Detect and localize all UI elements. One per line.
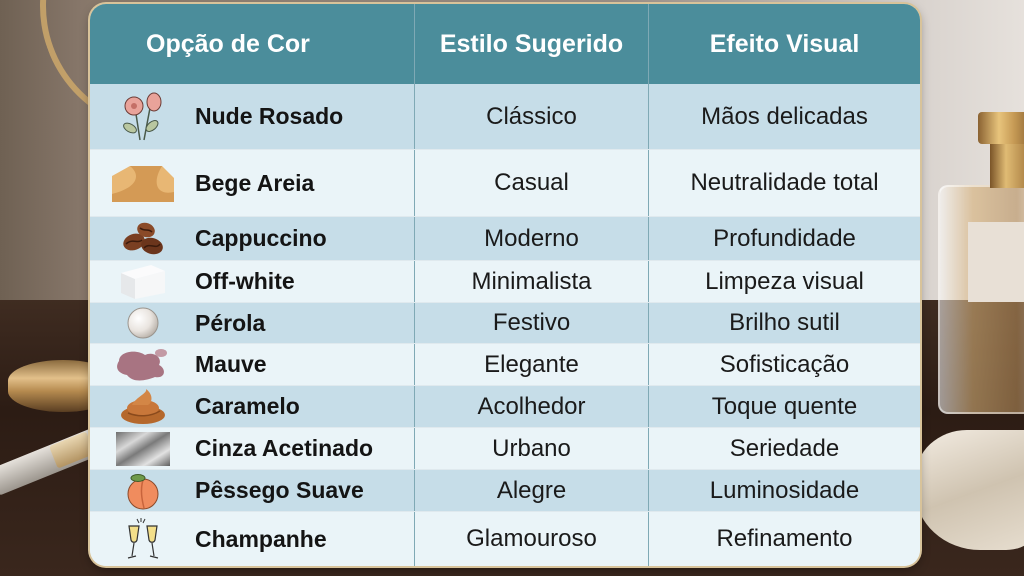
sand-dune-icon	[90, 162, 195, 204]
effect-cell: Neutralidade total	[690, 169, 879, 196]
table-header: Opção de Cor Estilo Sugerido Efeito Visu…	[90, 4, 920, 84]
effect-cell: Brilho sutil	[729, 309, 840, 336]
table-row: Champanhe Glamouroso Refinamento	[90, 512, 920, 566]
table-row: Mauve Elegante Sofisticação	[90, 344, 920, 386]
style-cell: Festivo	[415, 303, 649, 343]
mauve-paint-splash-icon	[90, 347, 195, 383]
table-body: Nude Rosado Clássico Mãos delicadas Bege…	[90, 84, 920, 566]
style-cell: Acolhedor	[415, 386, 649, 427]
color-name: Pérola	[195, 309, 266, 336]
color-option-cell: Caramelo	[90, 386, 415, 427]
background-perfume-label	[968, 222, 1024, 302]
satin-gray-swatch-icon	[90, 431, 195, 466]
color-name: Nude Rosado	[195, 103, 344, 129]
table-row: Caramelo Acolhedor Toque quente	[90, 386, 920, 428]
effect-cell: Toque quente	[711, 392, 858, 420]
background-perfume-cap	[978, 112, 1024, 144]
peach-icon	[90, 472, 195, 510]
table-row: Cinza Acetinado Urbano Seriedade	[90, 428, 920, 470]
table-row: Pérola Festivo Brilho sutil	[90, 303, 920, 344]
table-row: Cappuccino Moderno Profundidade	[90, 217, 920, 261]
color-name: Caramelo	[195, 393, 300, 419]
color-option-cell: Cappuccino	[90, 217, 415, 260]
effect-cell: Profundidade	[713, 224, 856, 252]
effect-cell: Limpeza visual	[705, 267, 864, 295]
effect-cell: Mãos delicadas	[701, 102, 868, 130]
style-cell: Clássico	[415, 84, 649, 149]
color-option-cell: Cinza Acetinado	[90, 428, 415, 469]
effect-cell: Seriedade	[729, 434, 840, 462]
color-option-cell: Champanhe	[90, 512, 415, 566]
effect-cell: Refinamento	[716, 525, 853, 552]
table-row: Pêssego Suave Alegre Luminosidade	[90, 470, 920, 512]
nail-color-table: Opção de Cor Estilo Sugerido Efeito Visu…	[90, 4, 920, 566]
style-cell: Casual	[415, 150, 649, 216]
color-option-cell: Mauve	[90, 344, 415, 385]
style-cell: Urbano	[415, 428, 649, 469]
table-row: Nude Rosado Clássico Mãos delicadas	[90, 84, 920, 150]
color-name: Champanhe	[195, 525, 327, 552]
white-cube-icon	[90, 264, 195, 299]
background-satin-cloth	[915, 430, 1024, 550]
header-visual-effect: Efeito Visual	[709, 29, 860, 58]
color-option-cell: Pérola	[90, 303, 415, 343]
style-cell: Moderno	[415, 217, 649, 260]
pearl-icon	[90, 306, 195, 340]
style-cell: Elegante	[415, 344, 649, 385]
coffee-beans-icon	[90, 220, 195, 258]
table-row: Off-white Minimalista Limpeza visual	[90, 261, 920, 303]
color-option-cell: Off-white	[90, 261, 415, 302]
color-option-cell: Pêssego Suave	[90, 470, 415, 511]
header-suggested-style: Estilo Sugerido	[415, 4, 649, 84]
color-name: Cinza Acetinado	[195, 435, 374, 461]
color-name: Cappuccino	[195, 225, 327, 251]
effect-cell: Luminosidade	[709, 476, 860, 504]
color-name: Bege Areia	[195, 169, 315, 196]
color-option-cell: Bege Areia	[90, 150, 415, 216]
color-name: Pêssego Suave	[195, 477, 364, 503]
color-name: Mauve	[195, 351, 267, 377]
background-perfume-neck	[990, 144, 1024, 188]
color-name: Off-white	[195, 268, 295, 294]
style-cell: Glamouroso	[415, 512, 649, 566]
header-color-option: Opção de Cor	[90, 4, 415, 84]
champagne-glasses-icon	[90, 516, 195, 562]
table-row: Bege Areia Casual Neutralidade total	[90, 150, 920, 217]
effect-cell: Sofisticação	[719, 350, 850, 378]
style-cell: Minimalista	[415, 261, 649, 302]
caramel-swirl-icon	[90, 388, 195, 425]
style-cell: Alegre	[415, 470, 649, 511]
rose-flowers-icon	[90, 90, 195, 144]
color-option-cell: Nude Rosado	[90, 84, 415, 149]
